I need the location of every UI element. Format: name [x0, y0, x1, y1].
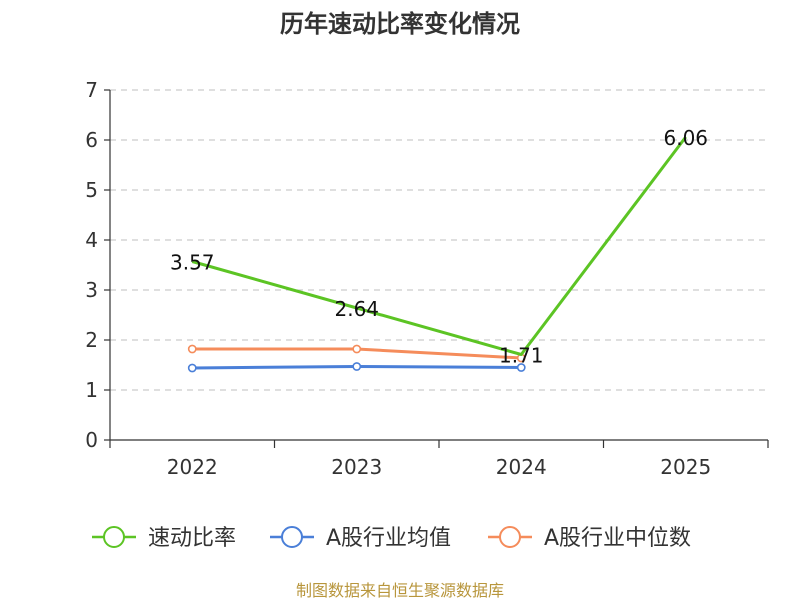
y-tick-label-5: 5 [85, 178, 98, 202]
y-tick-label-4: 4 [85, 228, 98, 252]
data-label-0: 3.57 [170, 251, 215, 275]
series-point-1-1 [352, 362, 362, 371]
data-label-1: 2.64 [334, 297, 379, 321]
legend[interactable]: 速动比率 A股行业均值 A股行业中位数 [92, 526, 691, 551]
legend-marker [499, 526, 521, 548]
legend-label: A股行业均值 [326, 526, 451, 551]
x-tick-label-2022: 2022 [167, 455, 218, 479]
y-tick-label-1: 1 [85, 378, 98, 402]
series-point-1-0 [187, 363, 197, 373]
y-tick-label-7: 7 [85, 78, 98, 102]
x-tick-label-2025: 2025 [660, 455, 711, 479]
x-tick-label-2024: 2024 [496, 455, 547, 479]
x-tick-label-2023: 2023 [331, 455, 382, 479]
data-label-3: 6.06 [663, 126, 708, 150]
data-labels: 3.57 2.64 1.71 6.06 [170, 126, 708, 368]
legend-label: A股行业中位数 [544, 526, 691, 551]
legend-item-2[interactable]: A股行业中位数 [488, 526, 691, 551]
series-point-1-2 [516, 363, 526, 372]
y-tick-label-3: 3 [85, 278, 98, 302]
data-label-2: 1.71 [499, 344, 544, 368]
legend-item-1[interactable]: A股行业均值 [270, 526, 451, 551]
legend-label: 速动比率 [148, 526, 236, 551]
y-tick-label-2: 2 [85, 328, 98, 352]
source-note: 制图数据来自恒生聚源数据库 [296, 581, 504, 600]
legend-marker [103, 526, 125, 548]
series-line-0 [191, 136, 687, 356]
series-point-2-1 [352, 344, 362, 354]
y-tick-label-6: 6 [85, 128, 98, 152]
series-group [187, 136, 687, 373]
y-tick-label-0: 0 [85, 428, 98, 452]
chart-title: 历年速动比率变化情况 [280, 10, 520, 38]
legend-item-0[interactable]: 速动比率 [92, 526, 236, 551]
legend-marker [281, 526, 303, 548]
series-point-2-0 [187, 344, 197, 354]
axes: 0 1 2 3 4 5 6 7 2022 2023 2024 2025 [85, 78, 769, 479]
